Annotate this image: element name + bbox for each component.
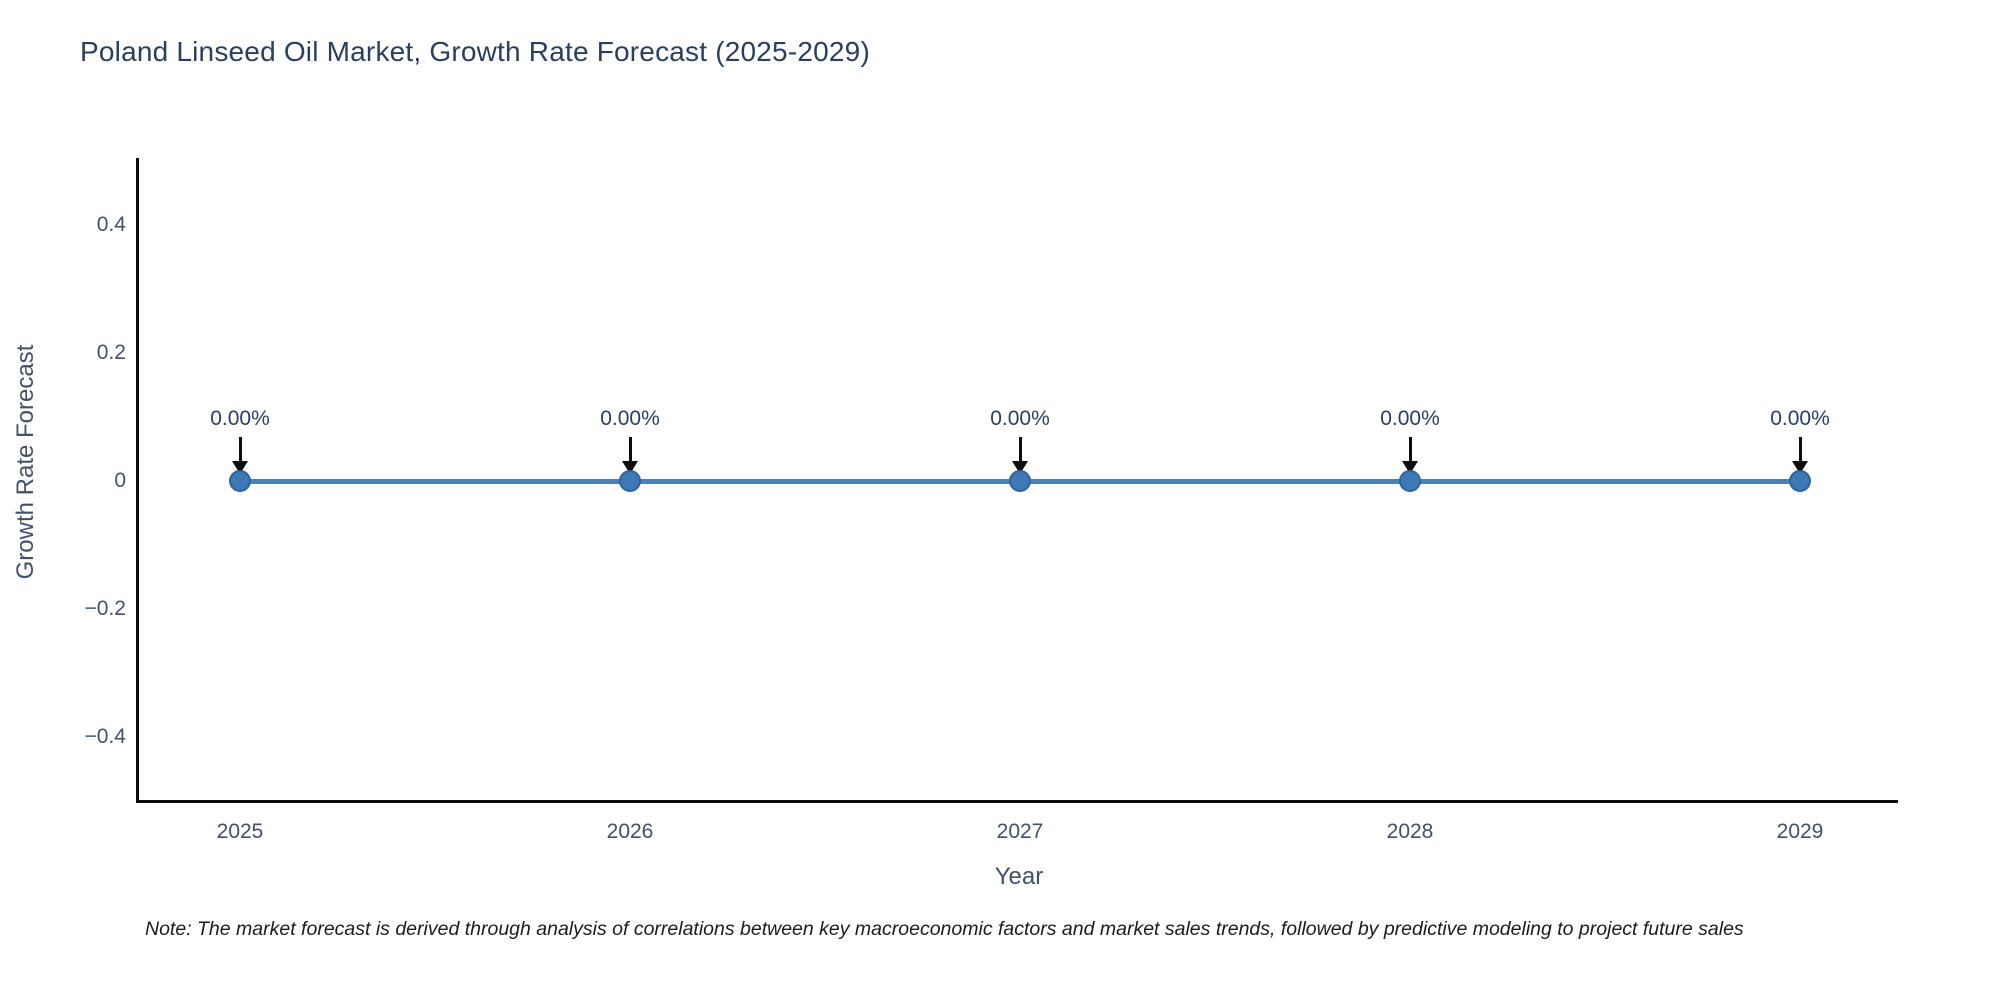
x-tick-label: 2025 [216, 820, 264, 843]
y-tick-label: −0.2 [84, 597, 126, 620]
data-point-marker[interactable] [1009, 470, 1031, 492]
footnote: Note: The market forecast is derived thr… [145, 918, 1744, 940]
x-tick-label: 2029 [1776, 820, 1824, 843]
point-annotation-label: 0.00% [990, 407, 1050, 430]
annotation-arrow-shaft [628, 437, 632, 463]
y-axis-title: Growth Rate Forecast [12, 344, 39, 580]
annotation-arrow-shaft [1798, 437, 1802, 463]
chart-title: Poland Linseed Oil Market, Growth Rate F… [80, 36, 870, 67]
y-tick-label: 0 [114, 469, 126, 492]
y-tick-label: 0.2 [96, 341, 126, 364]
y-tick-label: −0.4 [84, 725, 126, 748]
annotation-arrow-shaft [1408, 437, 1412, 463]
annotation-arrow-shaft [238, 437, 242, 463]
x-axis-line [136, 800, 1898, 803]
point-annotation-label: 0.00% [210, 407, 270, 430]
y-axis-line [136, 158, 139, 803]
x-tick-label: 2026 [606, 820, 654, 843]
data-point-marker[interactable] [1789, 470, 1811, 492]
data-point-marker[interactable] [1399, 470, 1421, 492]
point-annotation-label: 0.00% [600, 407, 660, 430]
point-annotation-label: 0.00% [1380, 407, 1440, 430]
x-axis-title: Year [994, 863, 1044, 890]
data-point-marker[interactable] [229, 470, 251, 492]
annotation-arrow-shaft [1018, 437, 1022, 463]
data-point-marker[interactable] [619, 470, 641, 492]
x-tick-label: 2027 [996, 820, 1044, 843]
x-tick-label: 2028 [1386, 820, 1434, 843]
y-tick-label: 0.4 [96, 213, 126, 236]
point-annotation-label: 0.00% [1770, 407, 1830, 430]
